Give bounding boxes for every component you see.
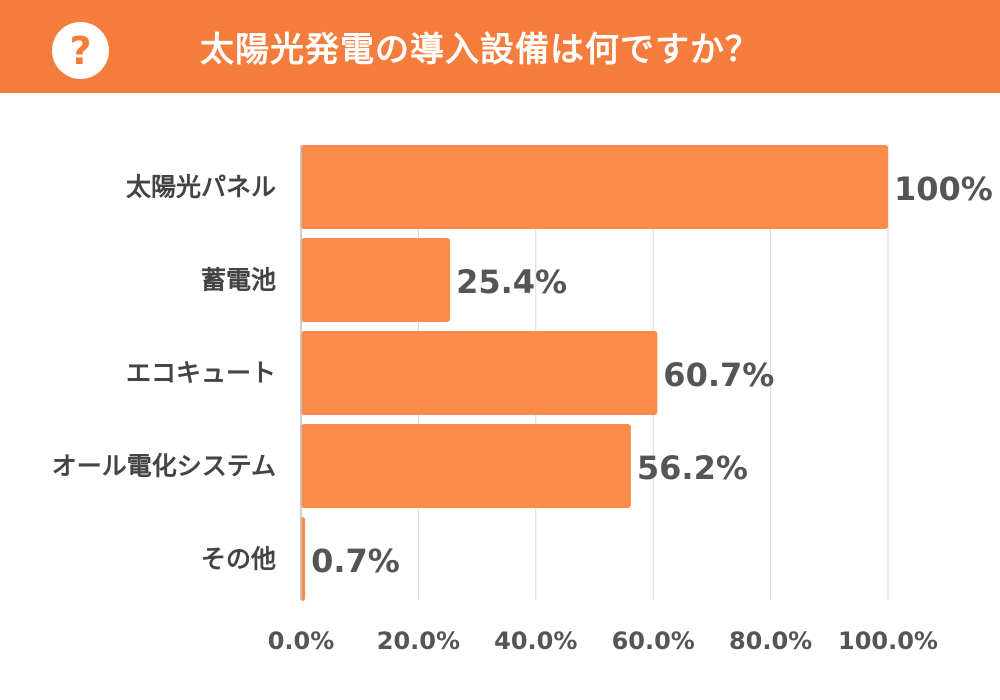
x-tick-label: 40.0% <box>494 627 577 655</box>
bar-chart: 太陽光パネル 100% 蓄電池 25.4% エコキュート 60.7% オール電化システム 56… <box>52 145 993 655</box>
data-label: 60.7% <box>663 356 774 394</box>
data-label: 56.2% <box>637 449 748 487</box>
bar <box>301 238 451 322</box>
data-label: 0.7% <box>311 542 400 580</box>
x-tick-label: 80.0% <box>729 627 812 655</box>
bar <box>301 424 631 508</box>
bar <box>301 145 888 229</box>
bar <box>301 331 658 415</box>
x-tick-label: 60.0% <box>612 627 695 655</box>
category-label: その他 <box>201 545 276 574</box>
x-tick-label: 100.0% <box>838 627 938 655</box>
category-label: 蓄電池 <box>201 266 276 295</box>
category-label: オール電化システム <box>52 452 276 481</box>
data-label: 25.4% <box>456 263 567 301</box>
data-label: 100% <box>894 170 993 208</box>
x-tick-label: 0.0% <box>268 627 335 655</box>
category-label: エコキュート <box>126 359 276 388</box>
category-label: 太陽光パネル <box>126 173 276 202</box>
header-banner: ? 太陽光発電の導入設備は何ですか？ <box>0 0 1000 93</box>
bar <box>301 517 306 601</box>
question-mark-icon: ? <box>52 22 109 79</box>
x-tick-label: 20.0% <box>377 627 460 655</box>
page-title: 太陽光発電の導入設備は何ですか？ <box>200 30 760 70</box>
